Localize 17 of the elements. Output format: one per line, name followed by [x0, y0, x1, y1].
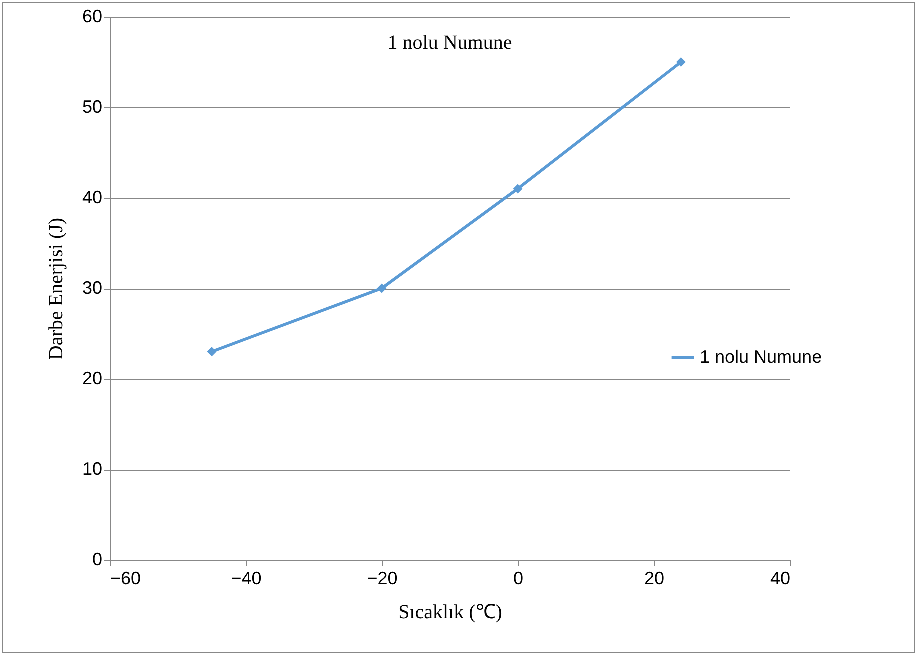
- x-tick-label: 40: [770, 568, 790, 588]
- y-tick-label: 0: [92, 550, 102, 570]
- y-tick-label: 30: [82, 278, 102, 298]
- x-tick-label: −20: [367, 568, 398, 588]
- y-tick-label: 50: [82, 97, 102, 117]
- x-tick-label: 0: [513, 568, 524, 588]
- x-tick-label: −60: [110, 568, 142, 588]
- x-tick-label: −40: [231, 568, 262, 588]
- x-tick-label: 20: [644, 568, 665, 588]
- y-tick-label: 40: [82, 188, 102, 208]
- text: 1 nolu Numune: [388, 32, 512, 54]
- x-axis-title: Sıcaklık (℃): [398, 602, 502, 624]
- y-tick-label: 20: [82, 368, 102, 388]
- y-tick-label: 60: [82, 6, 102, 26]
- legend-label: 1 nolu Numune: [700, 347, 822, 367]
- y-tick-label: 10: [82, 459, 102, 479]
- y-axis-title: Darbe Enerjisi (J): [45, 218, 68, 360]
